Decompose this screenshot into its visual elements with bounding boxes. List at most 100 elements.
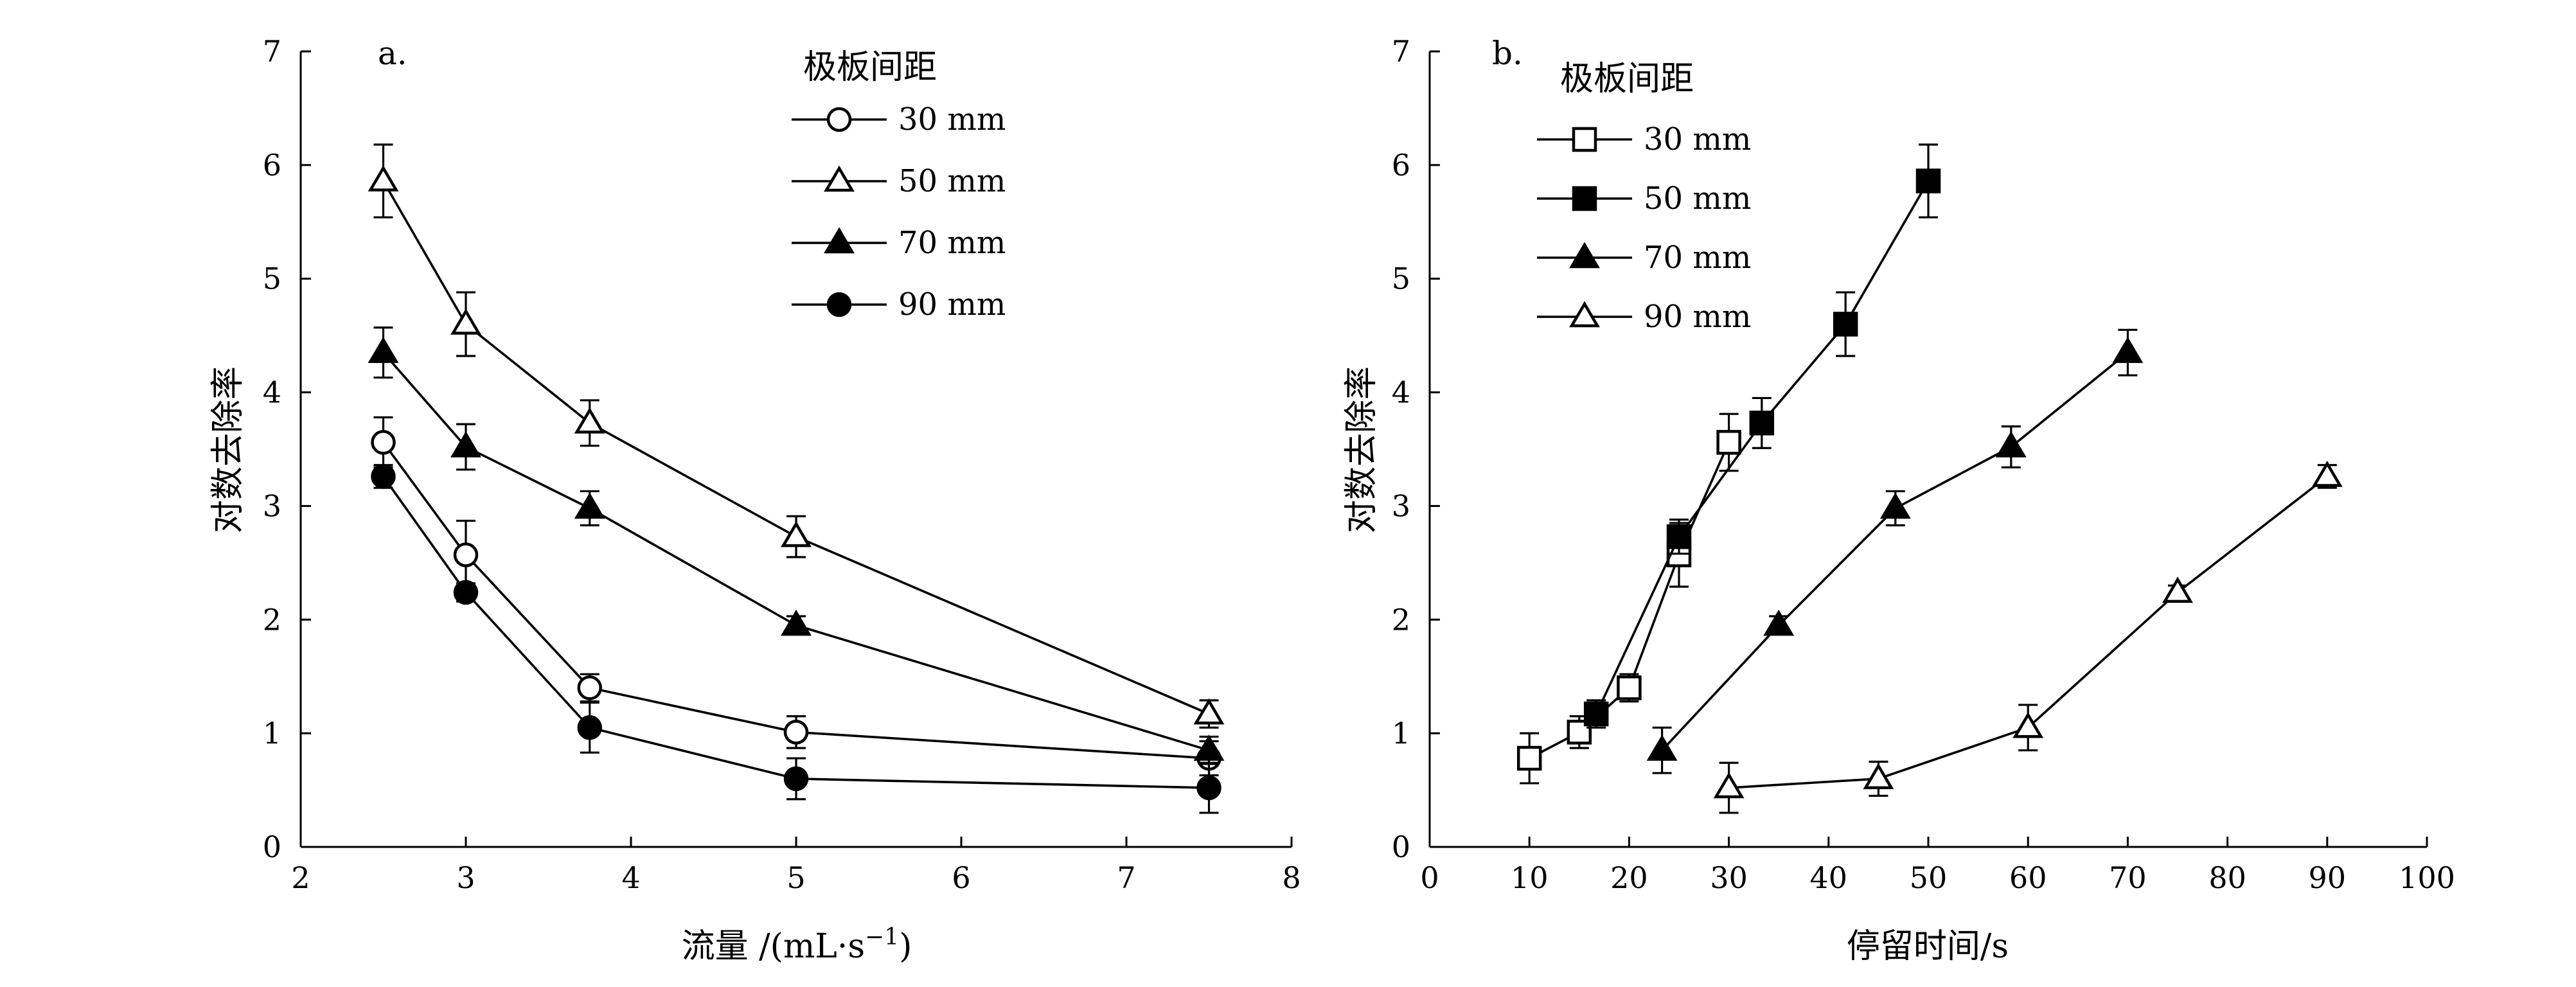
- legend-label: 70 mm: [1644, 240, 1751, 276]
- data-point: [1879, 492, 1911, 519]
- y-tick-label: 1: [1392, 716, 1410, 751]
- data-point: [2112, 337, 2144, 363]
- x-tick-label: 0: [1420, 860, 1439, 895]
- series-line: [382, 441, 1209, 760]
- y-tick-label: 6: [1392, 148, 1410, 182]
- y-tick-label: 4: [1392, 375, 1410, 410]
- legend-marker: [824, 165, 855, 192]
- series-30-mm: [371, 416, 1221, 777]
- y-tick-label: 7: [263, 34, 281, 69]
- x-axis-title-main: 流量 /(mL·s: [682, 927, 865, 966]
- legend-entry: 30 mm: [792, 102, 1006, 138]
- x-tick-label: 50: [1910, 860, 1948, 895]
- data-point: [574, 407, 605, 434]
- legend-label: 70 mm: [898, 225, 1006, 261]
- data-point: [1516, 745, 1542, 771]
- legend-label: 50 mm: [1644, 181, 1751, 217]
- data-point: [783, 720, 809, 745]
- x-axis-title-close: ): [899, 927, 912, 966]
- y-tick-label: 0: [1392, 830, 1410, 864]
- data-point: [1713, 772, 1745, 799]
- data-point: [453, 542, 479, 567]
- x-axis-title: 停留时间/s: [1847, 927, 2009, 966]
- x-tick-label: 4: [621, 860, 640, 895]
- y-tick-label: 2: [1392, 602, 1410, 637]
- y-tick-label: 1: [263, 716, 281, 751]
- x-tick-label: 8: [1282, 860, 1301, 895]
- legend-marker: [824, 227, 855, 254]
- data-point: [783, 766, 809, 792]
- data-point: [1915, 168, 1941, 193]
- series-30-mm: [1516, 413, 1741, 785]
- y-tick-label: 6: [263, 148, 281, 182]
- y-tick-label: 5: [1392, 262, 1410, 296]
- data-point: [2012, 711, 2044, 738]
- data-point: [1193, 734, 1225, 761]
- legend: 极板间距 30 mm 50 mm 70 mm 90 mm: [1537, 60, 1751, 335]
- x-tick-label: 60: [2009, 860, 2047, 895]
- panel-label: a.: [378, 35, 407, 72]
- panel-label: b.: [1492, 35, 1523, 72]
- x-tick-label: 6: [952, 860, 970, 895]
- data-point: [1666, 524, 1692, 549]
- x-tick-label: 10: [1511, 860, 1549, 895]
- data-point: [781, 609, 812, 636]
- data-point: [574, 492, 605, 519]
- data-point: [1617, 675, 1642, 700]
- data-point: [371, 464, 396, 489]
- legend-marker: [826, 292, 852, 317]
- data-point: [1749, 411, 1775, 436]
- data-point: [1646, 734, 1678, 761]
- x-axis-title: 流量 /(mL·s−1): [682, 924, 912, 966]
- legend-label: 50 mm: [898, 163, 1006, 199]
- legend-marker: [1572, 127, 1597, 152]
- data-point: [1833, 312, 1858, 337]
- series-70-mm: [1646, 328, 2144, 774]
- x-tick-label: 30: [1710, 860, 1748, 895]
- data-point: [1995, 431, 2027, 458]
- data-point: [1863, 763, 1894, 790]
- data-point: [781, 520, 812, 547]
- legend-entry: 50 mm: [792, 163, 1006, 199]
- y-tick-label: 2: [263, 602, 281, 637]
- series-90-mm: [371, 464, 1221, 814]
- data-point: [371, 430, 396, 455]
- y-tick-label: 7: [1392, 34, 1410, 69]
- series-90-mm: [1713, 461, 2343, 814]
- x-tick-label: 5: [786, 860, 805, 895]
- data-point: [577, 675, 602, 700]
- data-point: [1716, 430, 1741, 455]
- legend-entry: 70 mm: [1537, 240, 1751, 276]
- data-point: [368, 337, 399, 363]
- legend-marker: [1569, 242, 1600, 269]
- legend-title: 极板间距: [1560, 60, 1694, 98]
- x-tick-label: 70: [2109, 860, 2147, 895]
- legend-title: 极板间距: [803, 48, 937, 87]
- data-point: [1196, 775, 1221, 801]
- legend-entry: 30 mm: [1537, 121, 1751, 157]
- legend-label: 90 mm: [898, 287, 1006, 323]
- legend-entry: 70 mm: [792, 225, 1006, 261]
- x-tick-label: 100: [2399, 860, 2455, 895]
- y-tick-label: 3: [1392, 488, 1410, 523]
- y-tick-label: 4: [263, 375, 281, 410]
- y-tick-label: 0: [263, 830, 281, 864]
- x-tick-label: 80: [2208, 860, 2246, 895]
- x-tick-label: 7: [1117, 860, 1135, 895]
- legend-marker: [1569, 301, 1600, 328]
- data-point: [577, 715, 602, 740]
- data-point: [450, 431, 481, 458]
- legend-entry: 90 mm: [1537, 299, 1751, 335]
- y-axis-title: 对数去除率: [1342, 366, 1381, 533]
- y-tick-label: 3: [263, 488, 281, 523]
- data-point: [1583, 701, 1609, 727]
- y-axis-title: 对数去除率: [209, 366, 247, 533]
- legend-entry: 90 mm: [792, 287, 1006, 323]
- x-tick-label: 40: [1810, 860, 1848, 895]
- data-point: [2162, 576, 2193, 603]
- x-tick-label: 20: [1610, 860, 1648, 895]
- data-point: [453, 580, 479, 605]
- legend-entry: 50 mm: [1537, 181, 1751, 217]
- x-tick-label: 90: [2309, 860, 2347, 895]
